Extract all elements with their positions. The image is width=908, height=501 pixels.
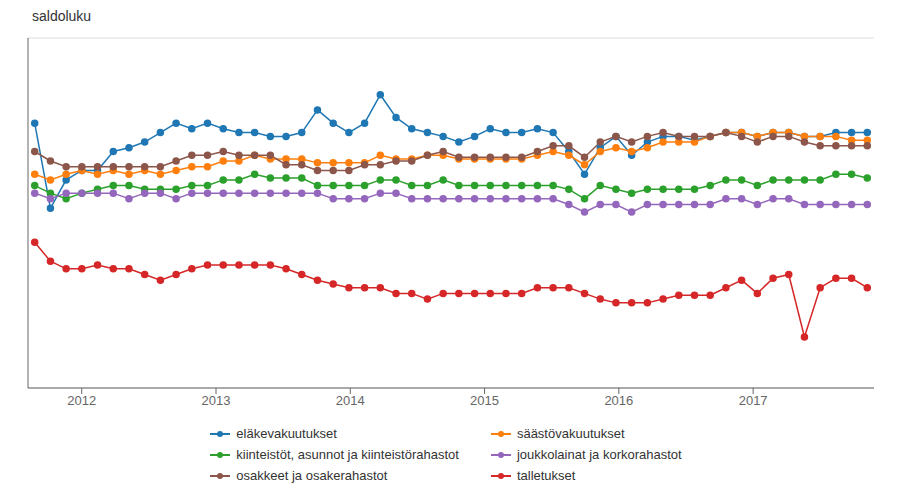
svg-text:2014: 2014 (336, 393, 365, 408)
html-text:joukkolainat ja korkorahastot: joukkolainat ja korkorahastot (516, 447, 682, 462)
html-text:saldoluku: saldoluku (32, 8, 92, 24)
html-text:osakkeet ja osakerahastot: osakkeet ja osakerahastot (236, 468, 388, 483)
svg-text:2016: 2016 (604, 393, 633, 408)
html-text:talletukset: talletukset (516, 468, 576, 483)
svg-text:2012: 2012 (67, 393, 96, 408)
svg-text:2017: 2017 (739, 393, 768, 408)
html-text:eläkevakuutukset: eläkevakuutukset (236, 426, 337, 441)
svg-text:2013: 2013 (202, 393, 231, 408)
html-text:säästövakuutukset: säästövakuutukset (516, 426, 625, 441)
html-text:kiinteistöt, asunnot ja kiinte: kiinteistöt, asunnot ja kiinteistörahast… (236, 447, 459, 462)
svg-text:2015: 2015 (470, 393, 499, 408)
